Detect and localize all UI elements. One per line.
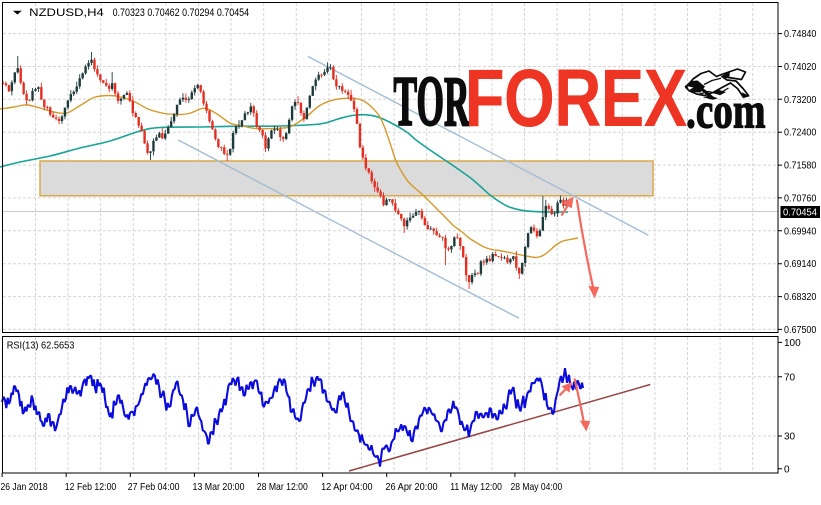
svg-text:26 Jan 2018: 26 Jan 2018 bbox=[1, 481, 48, 493]
svg-text:0.68320: 0.68320 bbox=[784, 292, 817, 303]
svg-text:0.71580: 0.71580 bbox=[784, 161, 817, 172]
svg-text:30: 30 bbox=[784, 432, 796, 443]
svg-text:0.69140: 0.69140 bbox=[784, 259, 817, 270]
svg-text:RSI(13) 62.5653: RSI(13) 62.5653 bbox=[7, 340, 75, 352]
svg-text:0.69940: 0.69940 bbox=[784, 226, 817, 237]
svg-text:28 May 04:00: 28 May 04:00 bbox=[511, 481, 563, 493]
svg-text:27 Feb 04:00: 27 Feb 04:00 bbox=[128, 481, 180, 493]
svg-text:0.70454: 0.70454 bbox=[783, 208, 817, 219]
svg-text:70: 70 bbox=[784, 372, 796, 383]
svg-text:0.74020: 0.74020 bbox=[784, 62, 817, 73]
svg-text:TOR: TOR bbox=[394, 63, 470, 141]
svg-text:12 Feb 12:00: 12 Feb 12:00 bbox=[65, 481, 117, 493]
svg-text:FOREX: FOREX bbox=[465, 52, 687, 144]
svg-text:0.67500: 0.67500 bbox=[784, 325, 817, 336]
svg-text:0.70323 0.70462 0.70294 0.7045: 0.70323 0.70462 0.70294 0.70454 bbox=[113, 7, 250, 19]
svg-text:0.72400: 0.72400 bbox=[784, 128, 817, 139]
svg-text:0.74840: 0.74840 bbox=[784, 29, 817, 40]
svg-text:13 Mar 20:00: 13 Mar 20:00 bbox=[193, 481, 245, 493]
svg-text:100: 100 bbox=[784, 338, 801, 349]
svg-text:0: 0 bbox=[784, 464, 790, 475]
svg-text:0.73200: 0.73200 bbox=[784, 95, 817, 106]
svg-text:12 Apr 04:00: 12 Apr 04:00 bbox=[321, 481, 373, 493]
svg-text:26 Apr 20:00: 26 Apr 20:00 bbox=[385, 481, 437, 493]
svg-text:11 May 12:00: 11 May 12:00 bbox=[450, 481, 502, 493]
svg-text:28 Mar 12:00: 28 Mar 12:00 bbox=[257, 481, 308, 493]
svg-text:0.70760: 0.70760 bbox=[784, 193, 817, 204]
svg-text:NZDUSD,H4: NZDUSD,H4 bbox=[29, 7, 104, 19]
